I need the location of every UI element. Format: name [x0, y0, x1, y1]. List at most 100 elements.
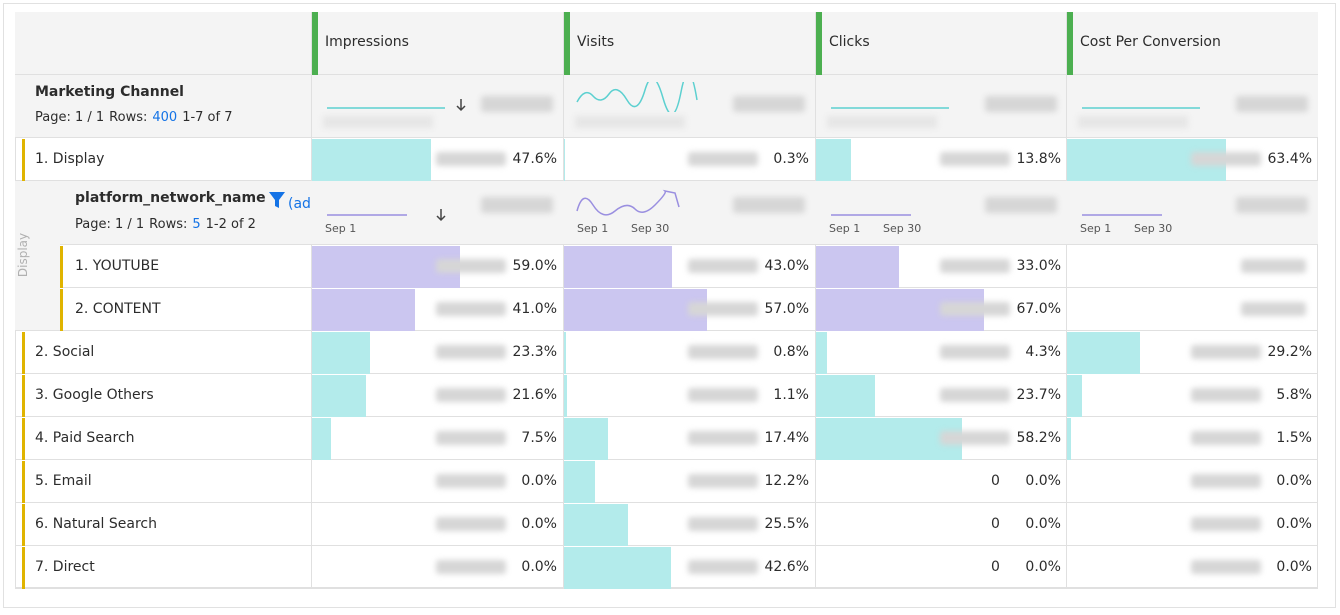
row: [15, 374, 1318, 417]
blurred-total: [985, 96, 1057, 112]
header-row: [15, 12, 1318, 75]
blurred-value: [436, 388, 506, 402]
sparkline-axis-label: Sep 1: [577, 222, 609, 235]
percent-bar: [816, 375, 876, 417]
sparkline-line: [576, 189, 680, 216]
sparkline-axis-label: Sep 1: [1080, 222, 1112, 235]
count: 0: [991, 559, 1000, 575]
pagination-rows-value[interactable]: 5: [192, 217, 201, 232]
row-indicator: [60, 246, 63, 288]
row: [60, 245, 1318, 288]
blurred-value: [436, 259, 506, 273]
blurred-value: [688, 560, 758, 574]
percent: 7.5%: [521, 430, 557, 446]
blurred-total: [985, 197, 1057, 213]
sort-arrow: [436, 209, 446, 222]
blurred-value: [1191, 560, 1261, 574]
percent: 5.8%: [1276, 387, 1312, 403]
blurred-value: [1191, 517, 1261, 531]
blurred-value: [1191, 345, 1261, 359]
percent: 0.0%: [1025, 473, 1061, 489]
pagination-page-label: Page: 1 / 1: [75, 217, 145, 232]
sparkline-svg: [1082, 107, 1200, 109]
percent: 1.1%: [773, 387, 809, 403]
percent-bar: [312, 418, 331, 460]
blurred-value: [1191, 388, 1261, 402]
percent-bar: [312, 246, 461, 288]
column-divider: [311, 12, 312, 588]
breakdown-parent-column: [15, 181, 60, 331]
blurred-value: [436, 345, 506, 359]
count: 0: [991, 516, 1000, 532]
blurred-value: [688, 345, 758, 359]
percent: 0.0%: [521, 516, 557, 532]
row-label[interactable]: 1. YOUTUBE: [75, 258, 160, 274]
breakdown-header: [60, 181, 1318, 245]
blurred-value: [436, 560, 506, 574]
percent: 25.5%: [764, 516, 809, 532]
filter-text: (ad: [288, 196, 310, 212]
percent: 0.0%: [521, 473, 557, 489]
row-label[interactable]: 7. Direct: [35, 559, 95, 575]
blurred-value: [688, 152, 758, 166]
percent: 12.2%: [764, 473, 809, 489]
sparkline-svg: [831, 107, 949, 109]
percent: 13.8%: [1016, 151, 1061, 167]
percent-bar: [816, 418, 963, 460]
sparkline: [575, 187, 695, 219]
row-indicator: [22, 375, 25, 417]
blurred-value: [940, 388, 1010, 402]
percent: 0.3%: [773, 151, 809, 167]
percent: 42.6%: [764, 559, 809, 575]
blurred-value: [940, 302, 1010, 316]
row-indicator: [22, 547, 25, 589]
percent: 0.0%: [1276, 473, 1312, 489]
sparkline-svg: [1082, 214, 1162, 216]
row-label[interactable]: 6. Natural Search: [35, 516, 157, 532]
percent-bar: [564, 461, 595, 503]
blurred-total: [1236, 96, 1308, 112]
row-indicator: [22, 418, 25, 460]
percent-bar: [312, 139, 432, 181]
sparkline: [323, 82, 448, 112]
percent-bar: [564, 332, 566, 374]
sparkline-svg: [576, 189, 680, 216]
column-header: Visits: [577, 34, 615, 50]
row: [15, 417, 1318, 460]
sparkline-svg: [576, 72, 698, 115]
row-label[interactable]: 2. Social: [35, 344, 95, 360]
sparkline-line: [576, 72, 698, 115]
filter-icon[interactable]: [268, 191, 286, 209]
percent-bar: [564, 375, 567, 417]
blurred-value: [688, 388, 758, 402]
pagination-range: 1-2 of 2: [205, 217, 256, 232]
sparkline-svg: [327, 107, 445, 109]
pagination-rows-value[interactable]: 400: [152, 110, 178, 125]
row-label[interactable]: 3. Google Others: [35, 387, 154, 403]
sparkline: [1078, 82, 1203, 112]
percent: 58.2%: [1016, 430, 1061, 446]
percent: 41.0%: [512, 301, 557, 317]
percent-bar: [564, 289, 708, 331]
percent-bar: [1067, 332, 1141, 374]
percent-bar: [1067, 418, 1071, 460]
percent-bar: [816, 246, 899, 288]
percent: 23.3%: [512, 344, 557, 360]
row-label[interactable]: 1. Display: [35, 151, 105, 167]
dimension-title: Marketing Channel: [35, 84, 184, 100]
blurred-value: [575, 116, 685, 128]
percent: 57.0%: [764, 301, 809, 317]
sparkline-svg: [831, 214, 911, 216]
percent: 33.0%: [1016, 258, 1061, 274]
blurred-value: [688, 474, 758, 488]
count: 0: [991, 473, 1000, 489]
blurred-total: [1236, 197, 1308, 213]
row-label[interactable]: 4. Paid Search: [35, 430, 135, 446]
blurred-value: [688, 302, 758, 316]
row-label[interactable]: 2. CONTENT: [75, 301, 161, 317]
column-handle: [564, 12, 570, 75]
pagination-page-label: Page: 1 / 1: [35, 110, 105, 125]
blurred-value: [1241, 302, 1306, 316]
row-label[interactable]: 5. Email: [35, 473, 92, 489]
